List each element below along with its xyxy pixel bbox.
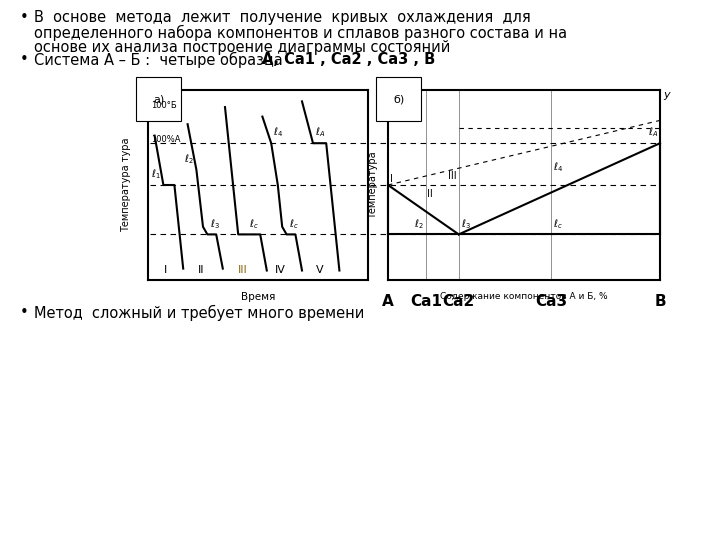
Text: $\ell_c$: $\ell_c$ — [553, 217, 563, 231]
Text: I: I — [164, 265, 167, 275]
Text: Ca1: Ca1 — [410, 294, 442, 309]
Text: y: y — [663, 90, 670, 100]
Text: основе их анализа построение диаграммы состояний: основе их анализа построение диаграммы с… — [34, 40, 451, 55]
Text: •: • — [20, 10, 29, 25]
Text: $\ell_c$: $\ell_c$ — [249, 217, 259, 231]
Text: б): б) — [393, 94, 404, 104]
Text: 100°Б: 100°Б — [151, 101, 176, 110]
Text: а): а) — [153, 94, 164, 104]
Text: $\ell_A$: $\ell_A$ — [315, 126, 325, 139]
Text: А, Ca1 , Ca2 , Ca3 , В: А, Ca1 , Ca2 , Ca3 , В — [262, 52, 436, 67]
Text: Ca3: Ca3 — [535, 294, 567, 309]
Text: $\ell_3$: $\ell_3$ — [461, 217, 471, 231]
Text: I: I — [390, 174, 393, 184]
Text: $\ell_2$: $\ell_2$ — [184, 152, 194, 166]
Text: Метод  сложный и требует много времени: Метод сложный и требует много времени — [34, 305, 364, 321]
Text: $\ell_3$: $\ell_3$ — [210, 217, 220, 231]
Text: $\ell_4$: $\ell_4$ — [274, 126, 284, 139]
Text: В  основе  метода  лежит  получение  кривых  охлаждения  для: В основе метода лежит получение кривых о… — [34, 10, 531, 25]
Text: V: V — [316, 265, 323, 275]
Text: II: II — [427, 189, 433, 199]
Text: II: II — [197, 265, 204, 275]
Text: $\ell_4$: $\ell_4$ — [553, 160, 563, 173]
Text: •: • — [20, 52, 29, 67]
Text: определенного набора компонентов и сплавов разного состава и на: определенного набора компонентов и сплав… — [34, 25, 567, 41]
Text: IV: IV — [274, 265, 285, 275]
Text: Температура: Температура — [368, 151, 378, 219]
Text: Система А – Б :  четыре образца: Система А – Б : четыре образца — [34, 52, 297, 68]
Text: Ca2: Ca2 — [443, 294, 475, 309]
Text: В: В — [654, 294, 666, 309]
Text: $\ell_2$: $\ell_2$ — [415, 217, 424, 231]
Text: Содержание компонентов А и Б, %: Содержание компонентов А и Б, % — [440, 292, 608, 301]
Text: III: III — [448, 171, 456, 181]
Text: $\ell_A$: $\ell_A$ — [648, 126, 658, 139]
Text: $\ell_c$: $\ell_c$ — [289, 217, 299, 231]
Text: •: • — [20, 305, 29, 320]
Text: $\ell_1$: $\ell_1$ — [151, 167, 161, 181]
Text: А: А — [382, 294, 394, 309]
Text: 100%А: 100%А — [151, 135, 181, 144]
Text: Температура тура: Температура тура — [121, 138, 131, 232]
Text: Время: Время — [240, 292, 275, 302]
Text: III: III — [238, 265, 248, 275]
